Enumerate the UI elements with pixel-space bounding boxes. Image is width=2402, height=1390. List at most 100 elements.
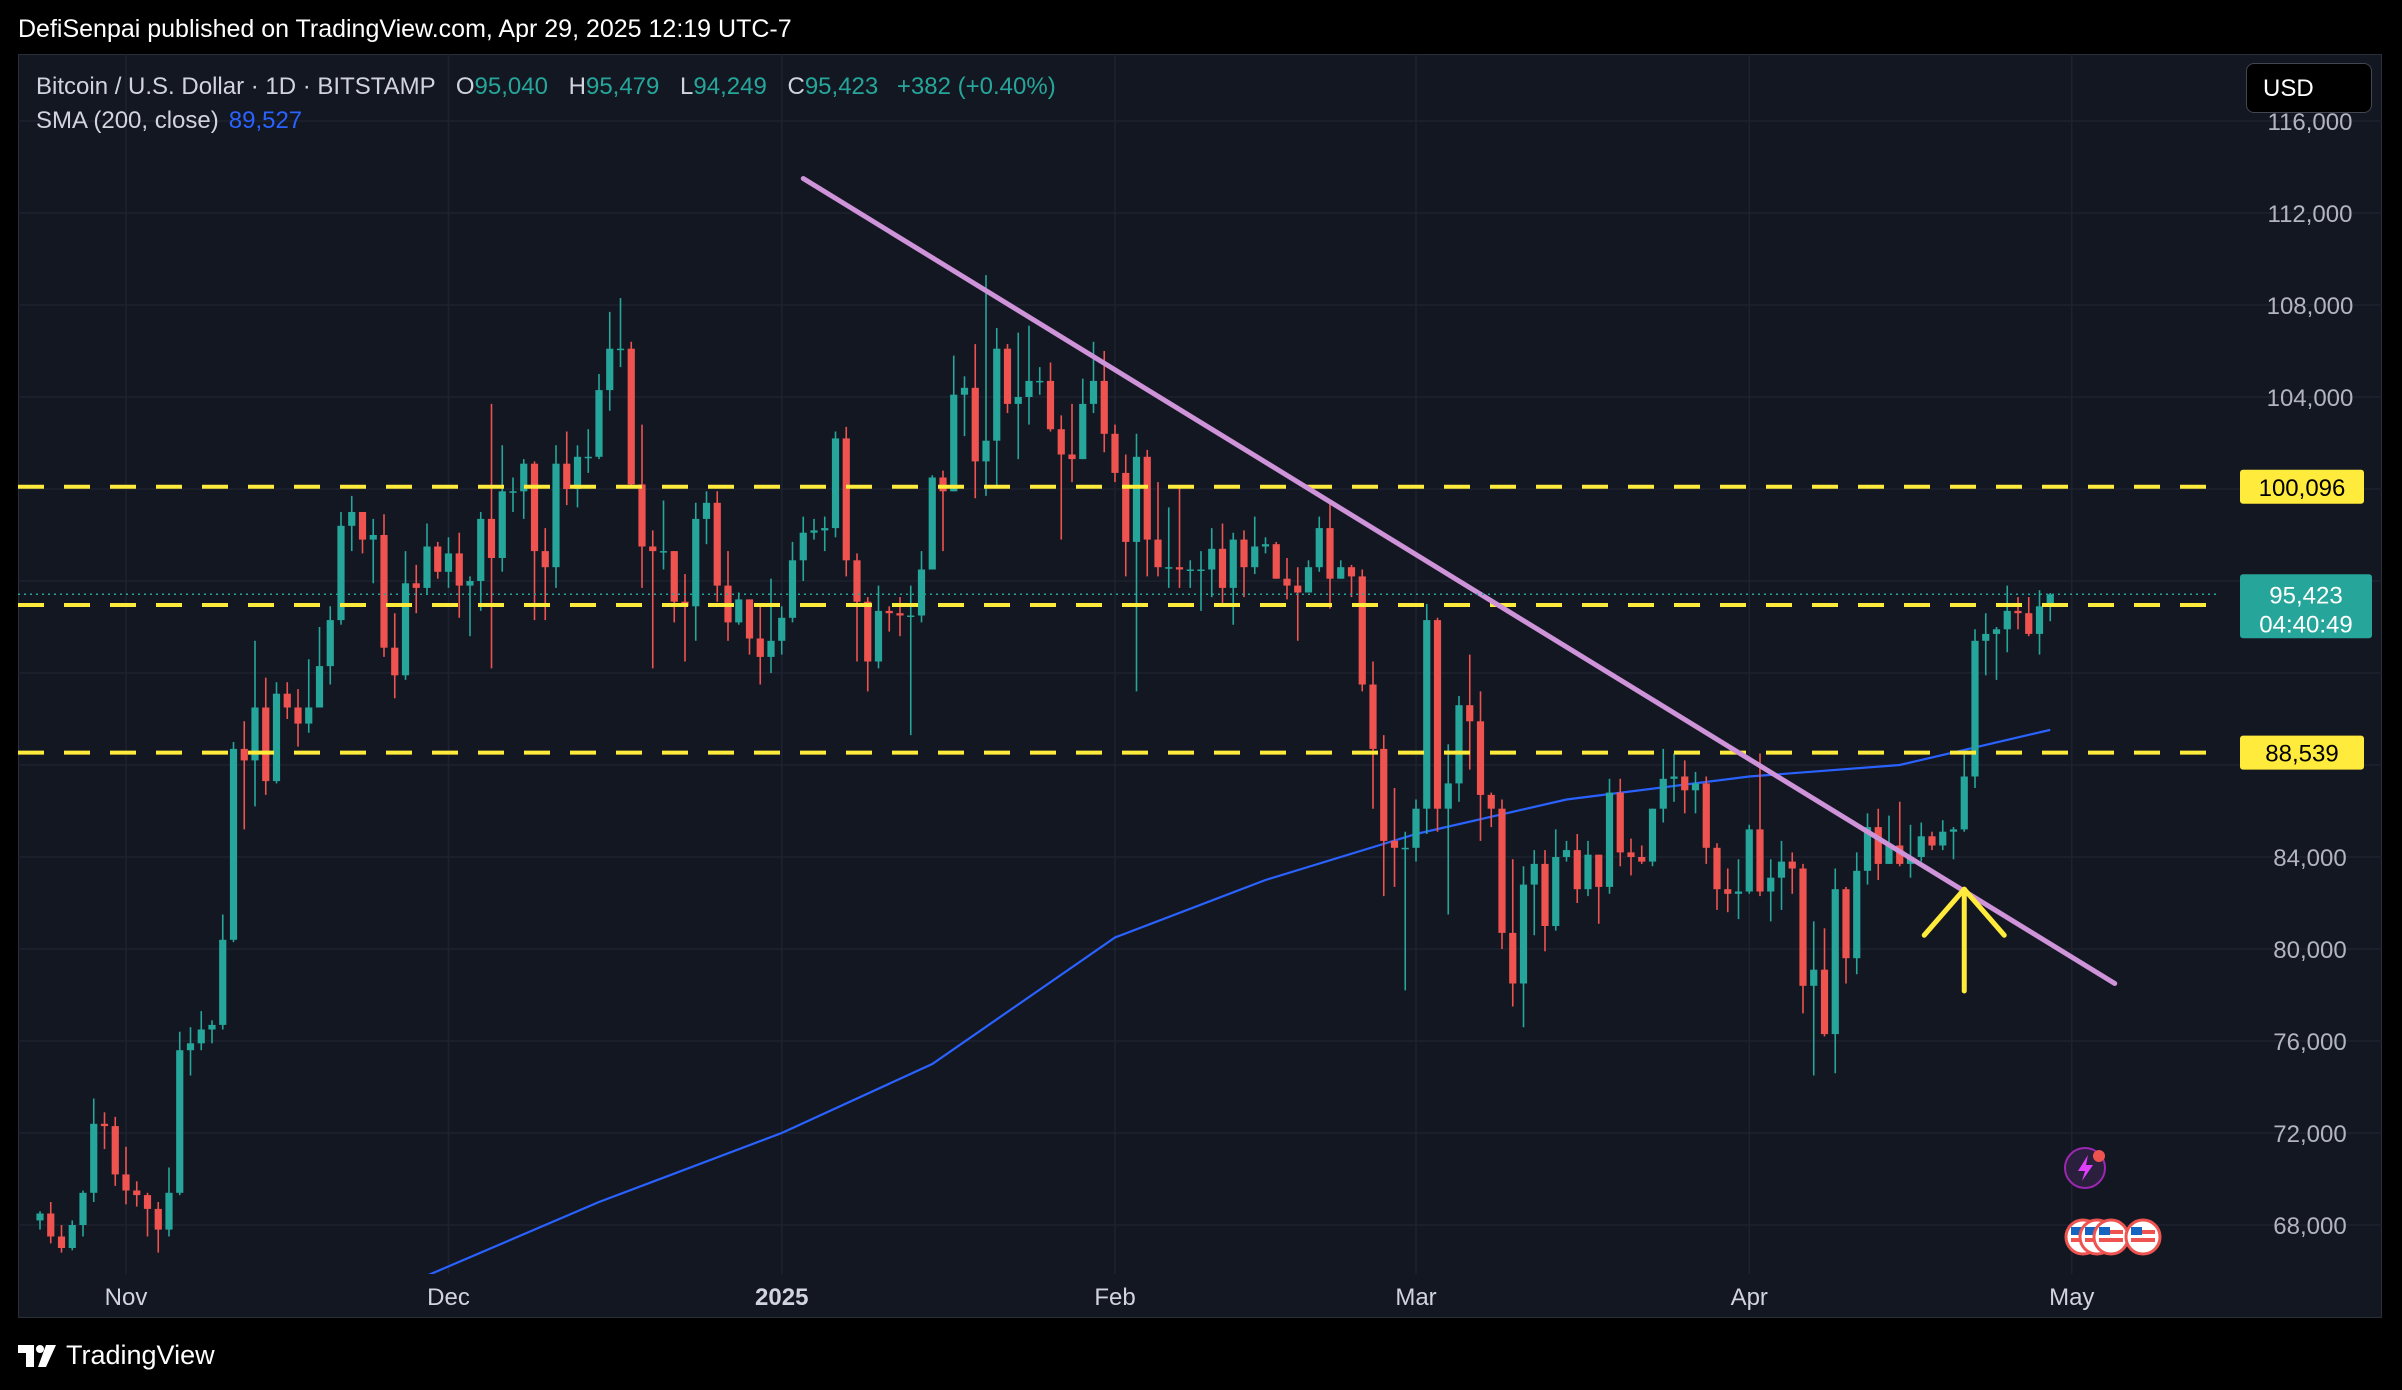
candle-body <box>1186 569 1194 571</box>
candle <box>1509 859 1517 1007</box>
candle-body <box>1014 397 1022 404</box>
candle <box>1906 824 1915 878</box>
candle <box>1949 827 1958 860</box>
candle-body <box>1283 578 1291 586</box>
candle-body <box>1928 836 1936 846</box>
candle-body <box>337 525 345 621</box>
candle-body <box>1251 546 1259 568</box>
brand[interactable]: TradingView <box>18 1340 215 1371</box>
candle-body <box>1347 567 1356 577</box>
candle-body <box>1111 433 1119 473</box>
candle-body <box>1734 891 1743 894</box>
candle <box>1573 834 1581 903</box>
candle-body <box>1003 348 1012 404</box>
candle-body <box>649 546 657 552</box>
candle <box>294 689 302 747</box>
candle-body <box>1025 380 1033 397</box>
candle <box>1530 850 1538 936</box>
candle <box>552 445 560 588</box>
candle <box>670 551 678 623</box>
candle <box>36 1211 44 1230</box>
candle-body <box>1863 827 1872 871</box>
candle-body <box>1315 528 1323 568</box>
candle-body <box>1229 539 1237 588</box>
candle-body <box>1466 705 1474 722</box>
candle <box>831 431 840 538</box>
candle <box>1089 341 1098 414</box>
candle-body <box>573 456 582 489</box>
candle <box>595 374 603 460</box>
candle-body <box>251 707 259 761</box>
candle <box>1562 840 1571 862</box>
candle <box>1885 815 1893 864</box>
candle <box>1992 627 2001 680</box>
time-tick-label: 2025 <box>755 1284 808 1311</box>
candle-body <box>1820 969 1829 1035</box>
candle <box>1595 854 1603 924</box>
last-price-label: 95,423 <box>2269 582 2342 609</box>
candle-body <box>1294 585 1302 593</box>
candle-body <box>1842 889 1850 959</box>
currency-button[interactable]: USD <box>2246 63 2372 113</box>
chart-panel[interactable] <box>18 54 2382 1318</box>
candle <box>1304 560 1313 593</box>
candle <box>1874 808 1882 880</box>
candle <box>1713 843 1721 910</box>
symbol-title[interactable]: Bitcoin / U.S. Dollar · 1D · BITSTAMP <box>36 73 436 100</box>
candle <box>1724 868 1732 913</box>
candle <box>1143 449 1151 577</box>
candle-body <box>928 477 936 570</box>
candle <box>380 514 388 657</box>
time-tick-label: Mar <box>1395 1284 1436 1311</box>
time-tick-label: Feb <box>1094 1284 1135 1311</box>
candle <box>1036 367 1044 395</box>
candle-body <box>262 707 270 782</box>
candle <box>1917 822 1925 862</box>
candle <box>788 541 797 623</box>
candle-body <box>1810 969 1818 986</box>
candle-body <box>638 484 646 547</box>
candle <box>1584 840 1592 897</box>
candle-body <box>369 535 377 540</box>
candle <box>391 613 399 699</box>
candle-body <box>1788 861 1796 869</box>
candle <box>412 564 420 614</box>
candle <box>606 311 614 411</box>
candle <box>1788 852 1796 894</box>
candle-body <box>1627 852 1635 857</box>
candle-body <box>1433 620 1442 809</box>
candle <box>1605 778 1614 894</box>
candle <box>1423 604 1431 834</box>
sma-label[interactable]: SMA (200, close) <box>36 107 219 134</box>
sma-layer <box>427 728 2051 1274</box>
candle-body <box>100 1123 109 1127</box>
candle-body <box>1272 544 1280 579</box>
candle <box>1863 813 1872 885</box>
candle-body <box>1562 850 1571 857</box>
price-axis: 68,000 72,000 76,000 80,000 84,000 104,000 108… <box>2267 109 2354 1240</box>
candle <box>917 551 926 623</box>
candle-body <box>509 491 517 493</box>
candle-body <box>133 1190 141 1196</box>
candle-body <box>197 1029 205 1044</box>
level-label: 100,096 <box>2259 475 2346 502</box>
last-price-tag <box>2240 574 2372 639</box>
candle-body <box>154 1208 162 1230</box>
candle <box>1466 654 1474 770</box>
candle <box>928 475 936 570</box>
candle-body <box>1713 847 1721 890</box>
candle-body <box>745 599 754 639</box>
candle <box>1541 850 1549 952</box>
candle-body <box>670 551 678 602</box>
candle <box>939 470 947 552</box>
candle-body <box>1552 857 1560 926</box>
candle <box>767 578 775 673</box>
candle <box>1777 840 1786 910</box>
sma-line <box>427 728 2051 1274</box>
time-tick-label: Nov <box>105 1284 148 1311</box>
candle <box>197 1011 205 1051</box>
candle <box>1691 771 1700 814</box>
candle <box>971 344 979 499</box>
candle-body <box>2025 613 2033 634</box>
